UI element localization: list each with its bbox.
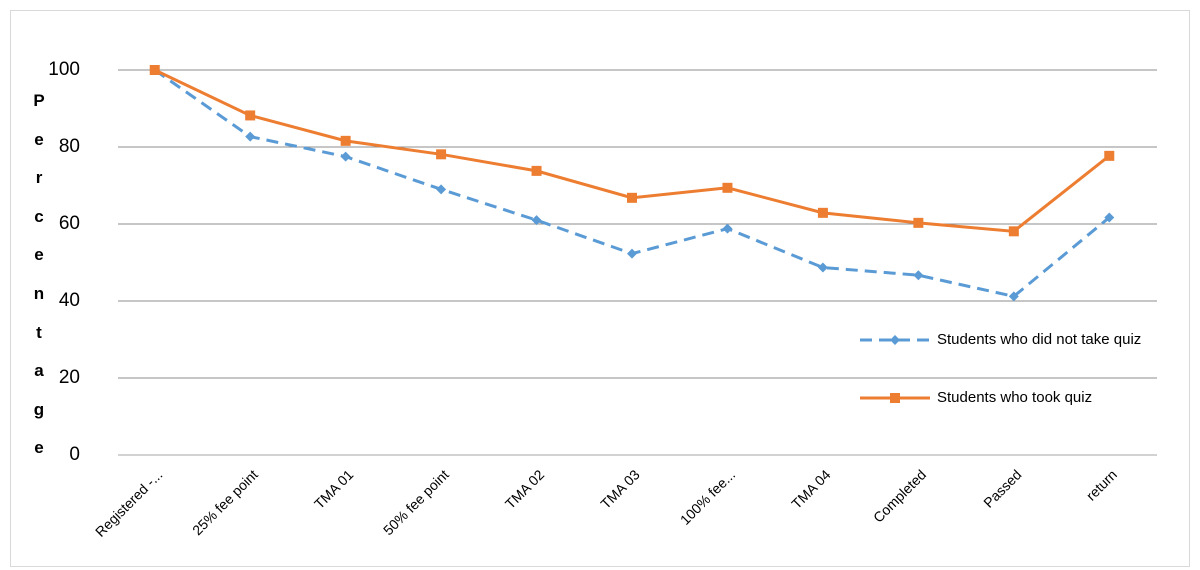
point [1008,291,1019,302]
y-axis-title: Percentage [33,91,45,458]
x-tick-label: 50% fee point [380,466,452,538]
y-tick-label: 80 [59,136,80,157]
point [340,151,351,162]
point [1104,212,1115,223]
series-line [154,68,1111,233]
x-tick-label: 25% fee point [189,466,261,538]
point [245,110,256,121]
x-tick-label: TMA 04 [788,466,834,512]
y-tick-label: 40 [59,290,80,311]
point [531,165,542,176]
point [890,393,900,403]
point [913,217,924,228]
x-tick-label: return [1083,466,1120,503]
y-tick-label: 0 [69,444,80,465]
legend-label: Students who took quiz [937,389,1093,406]
point [1008,226,1019,237]
point [722,223,733,234]
point [627,192,637,203]
point [436,149,447,160]
x-tick-label: TMA 02 [502,466,548,512]
point [890,335,900,345]
x-tick-label: 100% fee... [677,466,738,527]
x-tick-label: TMA 01 [311,466,357,512]
x-tick-label: Registered -... [92,466,165,539]
point [722,182,733,193]
legend-label: Students who did not take quiz [937,331,1142,348]
point [340,135,351,146]
point [1104,150,1115,161]
chart-border [10,10,1190,567]
point [436,184,447,195]
x-tick-label: Passed [980,466,1024,510]
point [817,262,828,273]
x-tick-label: Completed [870,466,929,525]
point [913,270,924,281]
y-tick-label: 20 [59,367,80,388]
series-line [153,68,1111,299]
point [531,215,542,226]
point [817,207,828,218]
point [245,131,256,142]
y-tick-label: 60 [59,213,80,234]
x-tick-label: TMA 03 [597,466,643,512]
y-tick-label: 100 [48,59,80,80]
point [627,248,637,259]
point [149,65,160,75]
